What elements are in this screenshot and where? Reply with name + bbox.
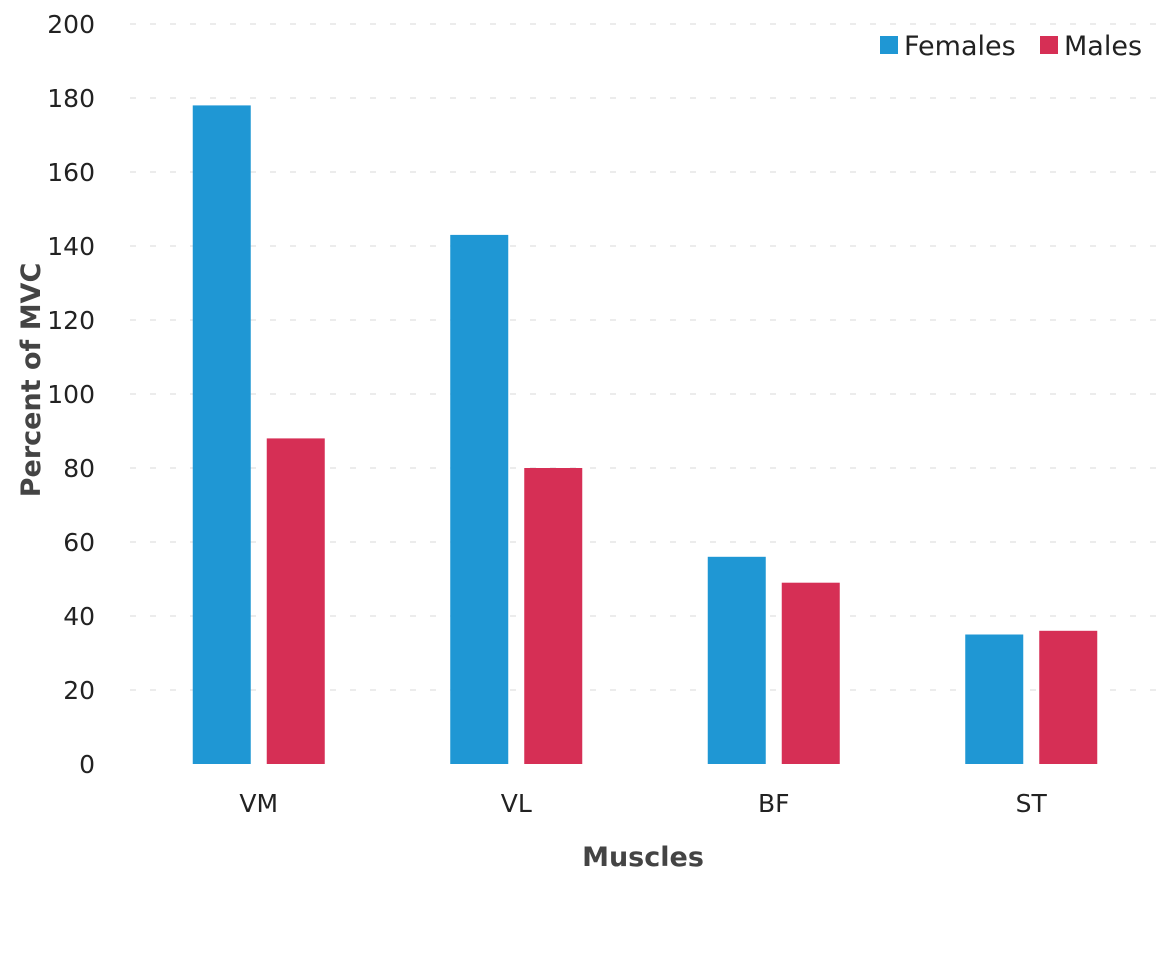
x-tick-label: VM	[239, 789, 278, 818]
y-axis-title: Percent of MVC	[16, 263, 47, 498]
x-tick-label: VL	[501, 789, 532, 818]
y-tick-label: 180	[47, 84, 95, 113]
y-tick-label: 0	[79, 750, 95, 779]
bar-males-vl	[524, 468, 583, 764]
x-axis-title: Muscles	[582, 842, 704, 873]
legend-label-females: Females	[904, 31, 1016, 62]
bar-males-st	[1039, 630, 1098, 764]
bar-males-vm	[266, 438, 325, 764]
bar-males-bf	[781, 582, 840, 764]
y-tick-label: 80	[63, 454, 95, 483]
y-tick-label: 40	[63, 602, 95, 631]
legend-swatch-females	[880, 36, 898, 54]
bars	[192, 105, 1098, 764]
bar-females-vl	[450, 234, 509, 764]
bar-females-vm	[192, 105, 251, 764]
y-axis-ticks: 0 20 40 60 80 100 120 140 160 180 200	[47, 10, 95, 779]
legend: Females Males	[880, 31, 1142, 62]
bar-females-st	[965, 634, 1024, 764]
y-tick-label: 120	[47, 306, 95, 335]
y-tick-label: 60	[63, 528, 95, 557]
x-tick-label: BF	[758, 789, 790, 818]
y-tick-label: 160	[47, 158, 95, 187]
y-tick-label: 200	[47, 10, 95, 39]
y-tick-label: 140	[47, 232, 95, 261]
bar-females-bf	[707, 556, 766, 764]
y-tick-label: 20	[63, 676, 95, 705]
x-axis-ticks: VM VL BF ST	[239, 789, 1047, 818]
legend-label-males: Males	[1064, 31, 1142, 62]
x-tick-label: ST	[1016, 789, 1048, 818]
legend-swatch-males	[1040, 36, 1058, 54]
y-tick-label: 100	[47, 380, 95, 409]
